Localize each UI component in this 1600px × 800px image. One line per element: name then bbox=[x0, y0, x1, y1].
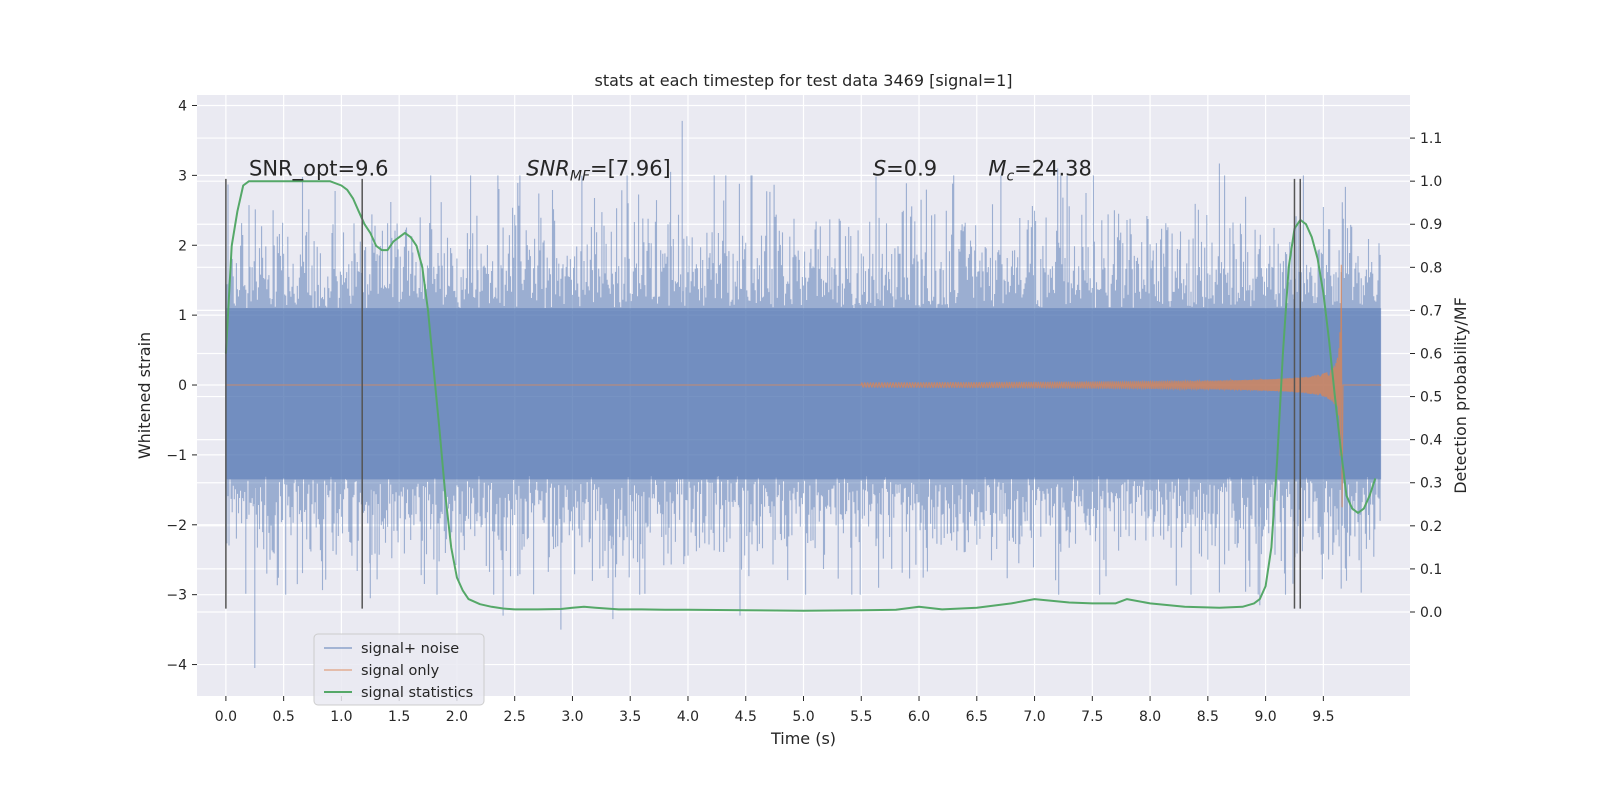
x-axis-label: Time (s) bbox=[770, 729, 836, 748]
annotation-s: S=0.9 bbox=[873, 156, 937, 180]
y-tick-label-left: 3 bbox=[178, 168, 187, 184]
y-tick-label-right: 0.2 bbox=[1420, 519, 1442, 535]
legend-label: signal only bbox=[361, 663, 440, 679]
signal-only-series-line bbox=[225, 264, 1382, 508]
x-tick-label: 7.0 bbox=[1023, 709, 1045, 725]
annotation-text-suffix: =[7.96] bbox=[590, 156, 671, 180]
axes: 0.0 0.5 1.0 1.5 2.0 2.5 3.0 3.5 4.0 4.5 5.0 5.5 6.0 6… bbox=[166, 98, 1442, 725]
legend: signal+ noise signal only signal statistic… bbox=[313, 633, 485, 706]
annotation-text-main: M bbox=[988, 156, 1006, 180]
chart-title: stats at each timestep for test data 346… bbox=[594, 71, 1012, 90]
y-tick-label-left: −2 bbox=[166, 518, 187, 534]
annotation-mc: Mc=24.38 bbox=[988, 156, 1092, 184]
y-tick-label-left: −4 bbox=[166, 658, 187, 674]
y-tick-label-right: 0.5 bbox=[1420, 390, 1442, 406]
x-tick-label: 1.0 bbox=[330, 709, 352, 725]
legend-label: signal+ noise bbox=[361, 641, 459, 657]
y-tick-label-right: 0.6 bbox=[1420, 346, 1442, 362]
plot-content bbox=[224, 120, 1382, 668]
annotation-text-suffix: =0.9 bbox=[886, 156, 937, 180]
x-tick-label: 6.0 bbox=[908, 709, 930, 725]
y-tick-label-left: 0 bbox=[178, 378, 187, 394]
y-tick-label-left: 1 bbox=[178, 308, 187, 324]
x-tick-label: 0.5 bbox=[273, 709, 295, 725]
legend-box bbox=[313, 633, 485, 706]
legend-label: signal statistics bbox=[361, 685, 473, 701]
x-tick-label: 9.5 bbox=[1312, 709, 1334, 725]
annotation-snr_opt: SNR_opt=9.6 bbox=[249, 156, 389, 181]
x-tick-label: 1.5 bbox=[388, 709, 410, 725]
y-tick-label-right: 0.9 bbox=[1420, 217, 1442, 233]
annotation-text-suffix: =24.38 bbox=[1014, 156, 1092, 180]
x-tick-label: 8.5 bbox=[1197, 709, 1219, 725]
annotation-text-main: SNR bbox=[526, 156, 570, 180]
y-tick-label-left: 2 bbox=[178, 238, 187, 254]
annotation-snr_mf: SNRMF=[7.96] bbox=[526, 156, 671, 184]
x-tick-label: 6.5 bbox=[966, 709, 988, 725]
annotation-subscript: MF bbox=[570, 168, 591, 184]
y-tick-label-right: 1.0 bbox=[1420, 174, 1442, 190]
y-tick-label-right: 0.8 bbox=[1420, 260, 1442, 276]
annotations: SNR_opt=9.6 SNRMF=[7.96] S=0.9 Mc=24.38 bbox=[249, 156, 1092, 184]
x-tick-label: 5.5 bbox=[850, 709, 872, 725]
y-tick-label-left: 4 bbox=[178, 98, 187, 114]
y-tick-label-left: −1 bbox=[166, 448, 187, 464]
x-tick-label: 3.0 bbox=[561, 709, 583, 725]
annotation-subscript: c bbox=[1006, 168, 1014, 184]
x-tick-label: 2.5 bbox=[504, 709, 526, 725]
x-tick-label: 4.0 bbox=[677, 709, 699, 725]
y-axis-label-right: Detection probability/MF bbox=[1451, 297, 1470, 494]
y-tick-label-right: 1.1 bbox=[1420, 131, 1442, 147]
x-tick-label: 8.0 bbox=[1139, 709, 1161, 725]
signal-statistics-series-line bbox=[224, 180, 1377, 612]
y-tick-label-right: 0.7 bbox=[1420, 303, 1442, 319]
y-tick-label-right: 0.0 bbox=[1420, 605, 1442, 621]
x-tick-label: 0.0 bbox=[215, 709, 237, 725]
x-tick-label: 3.5 bbox=[619, 709, 641, 725]
y-tick-label-left: −3 bbox=[166, 588, 187, 604]
y-axis-label-left: Whitened strain bbox=[135, 332, 154, 459]
x-tick-label: 9.0 bbox=[1254, 709, 1276, 725]
y-tick-label-right: 0.1 bbox=[1420, 562, 1442, 578]
y-tick-label-right: 0.3 bbox=[1420, 476, 1442, 492]
annotation-text-main: S bbox=[873, 156, 886, 180]
x-tick-label: 7.5 bbox=[1081, 709, 1103, 725]
x-tick-label: 4.5 bbox=[735, 709, 757, 725]
x-tick-label: 5.0 bbox=[792, 709, 814, 725]
x-tick-label: 2.0 bbox=[446, 709, 468, 725]
y-tick-label-right: 0.4 bbox=[1420, 433, 1442, 449]
